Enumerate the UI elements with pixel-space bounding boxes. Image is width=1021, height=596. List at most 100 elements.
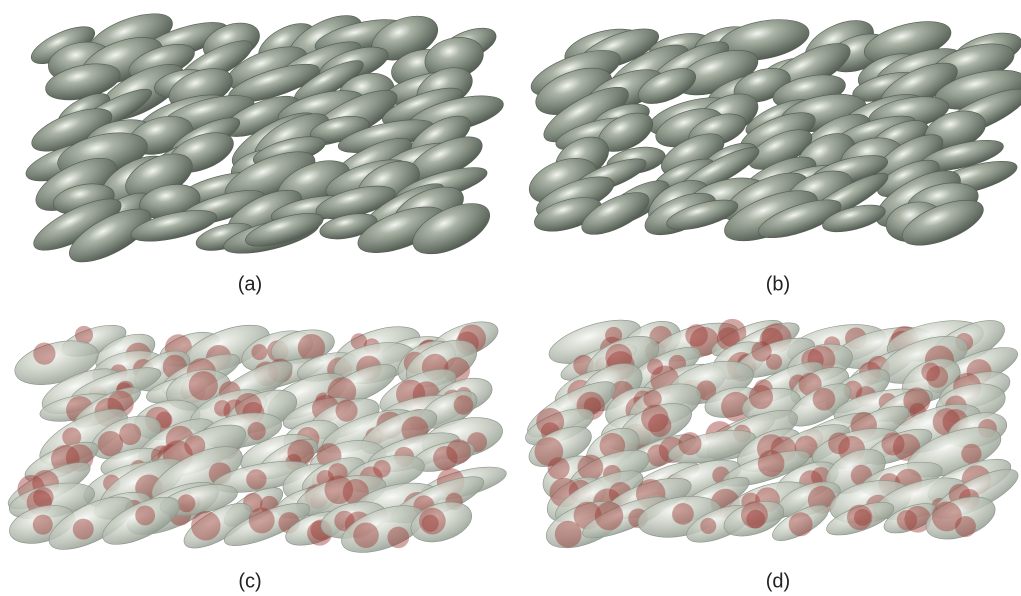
panel-label: (d) xyxy=(766,570,790,592)
ellipsoid xyxy=(245,213,324,247)
panel-label: (b) xyxy=(766,273,790,295)
ellipsoid xyxy=(826,502,895,536)
inclusion xyxy=(453,395,474,415)
ellipsoid xyxy=(772,504,829,541)
inclusion xyxy=(246,469,267,490)
inclusion xyxy=(853,508,872,527)
inclusion xyxy=(287,439,314,467)
inclusion xyxy=(954,516,976,538)
inclusion xyxy=(418,507,446,535)
panel-label: (a) xyxy=(238,273,262,295)
inclusion xyxy=(135,505,156,526)
inclusion xyxy=(748,385,774,410)
ellipsoid xyxy=(666,199,739,230)
inclusion xyxy=(757,450,785,477)
inclusion xyxy=(828,432,850,455)
inclusion xyxy=(297,333,326,362)
panel-d xyxy=(525,318,1019,549)
inclusion xyxy=(788,512,813,537)
inclusion xyxy=(678,432,702,456)
ellipsoid xyxy=(69,208,152,263)
inclusion xyxy=(334,510,355,532)
inclusion xyxy=(647,358,664,375)
ellipsoid xyxy=(48,496,134,550)
inclusion xyxy=(119,423,142,446)
ellipsoid xyxy=(581,192,650,235)
inclusion xyxy=(904,505,932,533)
ellipsoid xyxy=(723,501,785,537)
ellipsoid xyxy=(224,502,311,546)
inclusion xyxy=(648,413,672,437)
inclusion xyxy=(846,504,873,531)
inclusion xyxy=(191,510,221,541)
inclusion xyxy=(641,404,669,433)
ellipsoid xyxy=(902,200,984,246)
ellipsoid xyxy=(102,496,180,545)
inclusion xyxy=(251,344,268,361)
inclusion xyxy=(605,326,623,344)
inclusion xyxy=(577,454,604,481)
inclusion xyxy=(421,514,439,532)
ellipsoid xyxy=(925,496,996,540)
inclusion xyxy=(32,514,53,535)
inclusion xyxy=(534,437,564,466)
ellipsoid xyxy=(668,429,757,464)
inclusion xyxy=(881,432,905,456)
inclusion xyxy=(373,459,391,478)
inclusion xyxy=(721,391,751,422)
ellipsoid xyxy=(410,501,473,543)
inclusion xyxy=(672,503,694,525)
inclusion xyxy=(72,518,94,540)
inclusion xyxy=(716,327,740,351)
inclusion xyxy=(350,333,368,350)
ellipsoid xyxy=(883,503,938,534)
inclusion xyxy=(926,365,949,388)
inclusion xyxy=(353,522,379,548)
inclusion xyxy=(433,445,458,471)
inclusion xyxy=(812,387,836,411)
panel-c xyxy=(7,321,507,553)
inclusion xyxy=(188,371,218,401)
inclusion xyxy=(33,342,56,365)
inclusion xyxy=(62,427,82,447)
inclusion xyxy=(594,501,624,531)
inclusion xyxy=(765,353,783,370)
inclusion xyxy=(718,318,747,347)
inclusion xyxy=(184,435,206,457)
inclusion xyxy=(97,430,124,457)
inclusion xyxy=(961,443,982,464)
ellipsoid xyxy=(637,68,696,104)
inclusion xyxy=(446,439,471,464)
inclusion xyxy=(248,507,275,534)
inclusion xyxy=(643,389,662,409)
inclusion xyxy=(903,387,931,415)
panel-a xyxy=(25,13,504,263)
inclusion xyxy=(547,457,570,480)
ellipsoid xyxy=(130,210,218,242)
inclusion xyxy=(247,422,266,441)
inclusion xyxy=(33,487,54,508)
panel-label: (c) xyxy=(238,570,261,592)
inclusion xyxy=(536,408,565,436)
inclusion xyxy=(214,400,231,417)
inclusion xyxy=(74,325,94,345)
inclusion xyxy=(921,362,941,382)
ellipsoid xyxy=(822,204,886,233)
inclusion xyxy=(746,509,766,529)
inclusion xyxy=(931,501,962,532)
inclusion xyxy=(700,517,717,534)
inclusion xyxy=(696,380,717,401)
inclusion xyxy=(646,444,670,467)
inclusion xyxy=(685,324,708,347)
panel-b xyxy=(528,19,1021,246)
inclusion xyxy=(177,494,196,513)
inclusion xyxy=(896,509,918,531)
ellipsoid xyxy=(758,199,842,239)
inclusion xyxy=(335,399,358,422)
inclusion xyxy=(387,526,410,549)
ellipsoid xyxy=(412,203,490,255)
inclusion xyxy=(554,520,582,548)
inclusion xyxy=(751,341,772,362)
